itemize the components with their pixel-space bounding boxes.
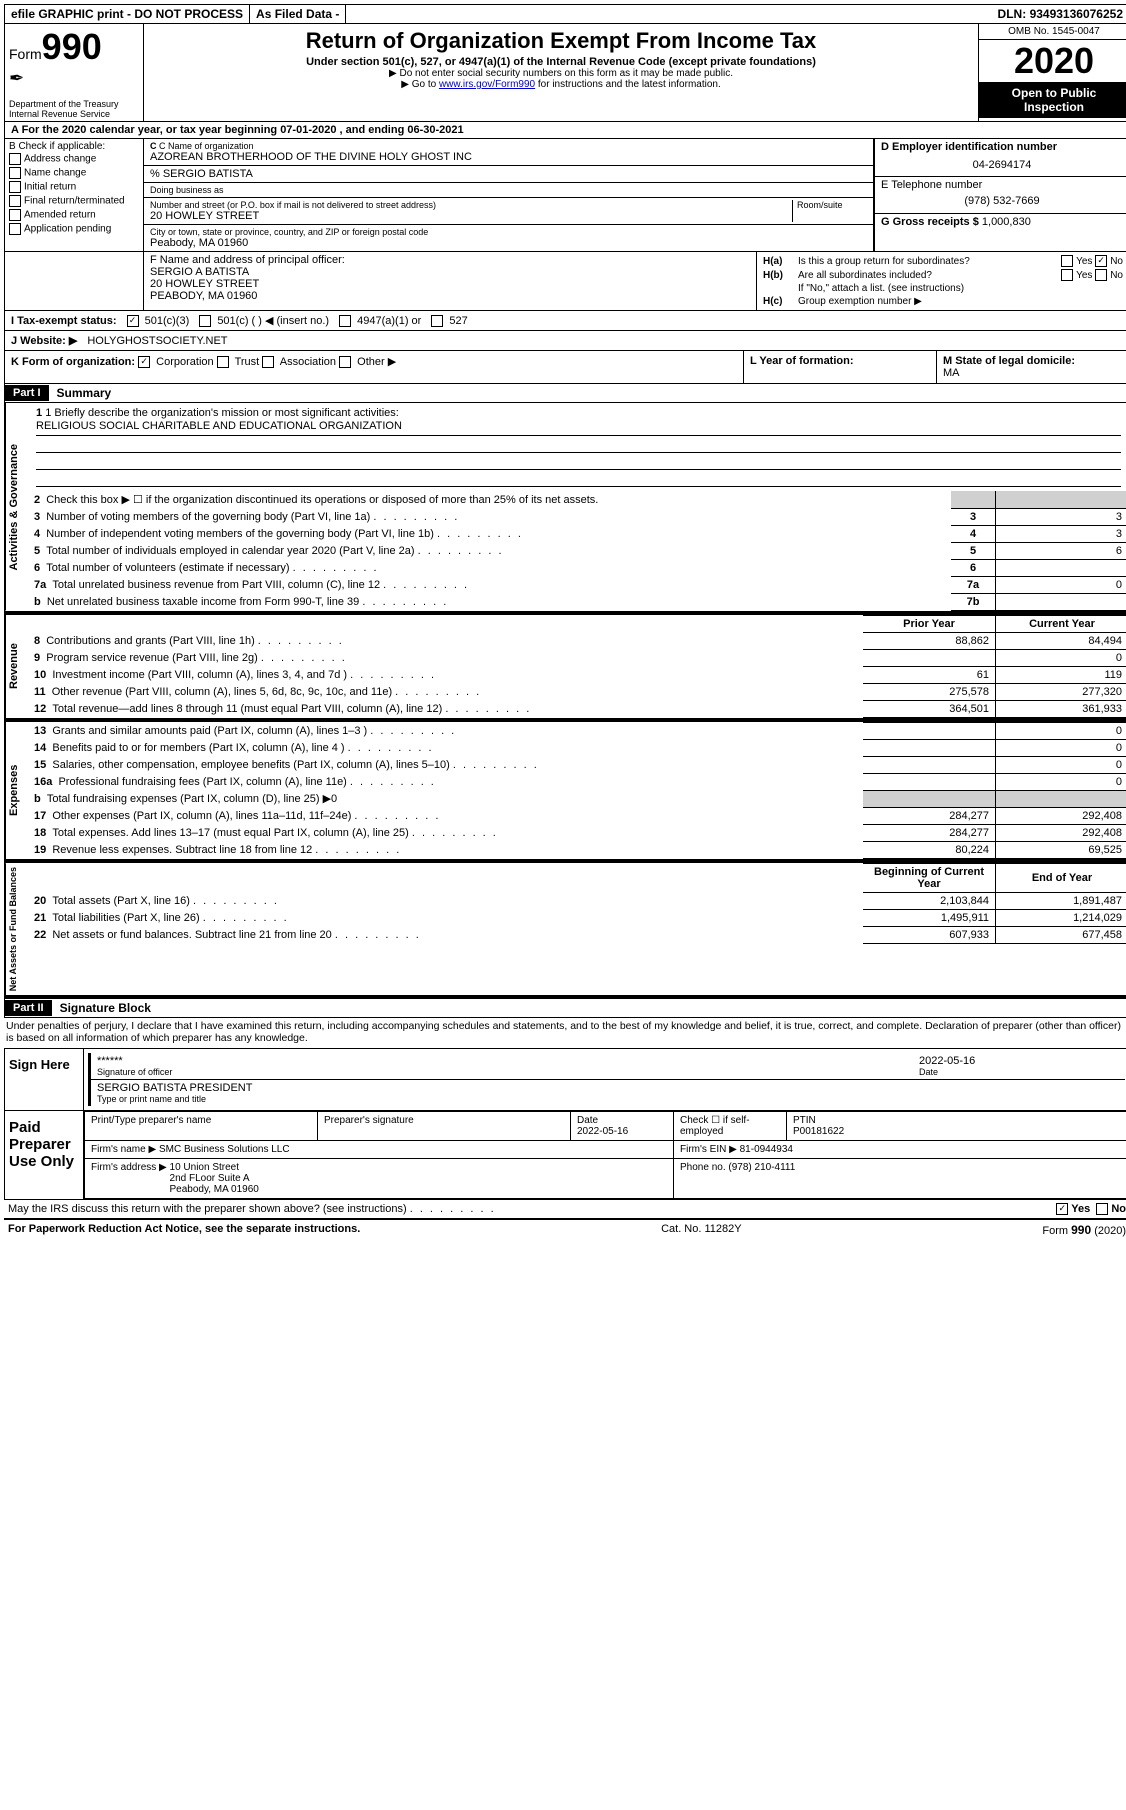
- efile-label: efile GRAPHIC print - DO NOT PROCESS: [5, 5, 250, 23]
- row-i: I Tax-exempt status: ✓ 501(c)(3) 501(c) …: [4, 311, 1126, 331]
- gov-line-4: 4 Number of independent voting members o…: [28, 525, 1126, 542]
- exp-line-15: 15 Salaries, other compensation, employe…: [28, 756, 1126, 773]
- netassets-table: Beginning of Current YearEnd of Year 20 …: [28, 863, 1126, 944]
- revenue-section: Revenue Prior YearCurrent Year 8 Contrib…: [4, 612, 1126, 719]
- exp-line-18: 18 Total expenses. Add lines 13–17 (must…: [28, 824, 1126, 841]
- city-state-zip: Peabody, MA 01960: [150, 237, 867, 249]
- form-header: Form990 ✒ Department of the Treasury Int…: [4, 24, 1126, 122]
- ein: 04-2694174: [881, 153, 1123, 171]
- expenses-section: Expenses 13 Grants and similar amounts p…: [4, 719, 1126, 860]
- firm-ein: 81-0944934: [740, 1144, 793, 1155]
- gov-line-7b: b Net unrelated business taxable income …: [28, 593, 1126, 610]
- checkbox-name-change[interactable]: Name change: [9, 166, 139, 180]
- firm-address: 10 Union Street 2nd FLoor Suite A Peabod…: [170, 1162, 259, 1195]
- phone: (978) 532-7669: [881, 191, 1123, 207]
- exp-line-b: b Total fundraising expenses (Part IX, c…: [28, 790, 1126, 807]
- officer-name: SERGIO A BATISTA: [150, 266, 750, 278]
- row-j: J Website: ▶ HOLYGHOSTSOCIETY.NET: [4, 331, 1126, 351]
- top-bar: efile GRAPHIC print - DO NOT PROCESS As …: [4, 4, 1126, 24]
- section-bcdeg: B Check if applicable: Address changeNam…: [4, 139, 1126, 252]
- rev-line-8: 8 Contributions and grants (Part VIII, l…: [28, 632, 1126, 649]
- form-number: Form990: [9, 26, 139, 68]
- note-ssn: ▶ Do not enter social security numbers o…: [150, 68, 972, 79]
- net-line-20: 20 Total assets (Part X, line 16) 2,103,…: [28, 892, 1126, 909]
- rev-line-11: 11 Other revenue (Part VIII, column (A),…: [28, 683, 1126, 700]
- exp-line-16a: 16a Professional fundraising fees (Part …: [28, 773, 1126, 790]
- ptin: P00181622: [793, 1126, 844, 1137]
- checkbox-final-return-terminated[interactable]: Final return/terminated: [9, 194, 139, 208]
- firm-phone: (978) 210-4111: [728, 1162, 795, 1173]
- mission-text: RELIGIOUS SOCIAL CHARITABLE AND EDUCATIO…: [36, 419, 1121, 436]
- gov-line-7a: 7a Total unrelated business revenue from…: [28, 576, 1126, 593]
- asfiled-label: As Filed Data -: [250, 5, 346, 23]
- inspection-badge: Open to Public Inspection: [979, 82, 1126, 118]
- org-name: AZOREAN BROTHERHOOD OF THE DIVINE HOLY G…: [150, 151, 867, 163]
- rev-line-9: 9 Program service revenue (Part VIII, li…: [28, 649, 1126, 666]
- paid-preparer-block: Paid Preparer Use Only Print/Type prepar…: [4, 1111, 1126, 1200]
- street-address: 20 HOWLEY STREET: [150, 210, 792, 222]
- box-b: B Check if applicable: Address changeNam…: [5, 139, 144, 251]
- governance-table: 2 Check this box ▶ ☐ if the organization…: [28, 491, 1126, 611]
- firm-name: SMC Business Solutions LLC: [159, 1144, 290, 1155]
- checkbox-initial-return[interactable]: Initial return: [9, 180, 139, 194]
- sign-here-block: Sign Here ****** Signature of officer 20…: [4, 1048, 1126, 1111]
- care-of: % SERGIO BATISTA: [144, 166, 873, 183]
- note-link: ▶ Go to www.irs.gov/Form990 for instruct…: [150, 79, 972, 90]
- dept-label: Department of the Treasury: [9, 99, 139, 109]
- checkbox-address-change[interactable]: Address change: [9, 152, 139, 166]
- revenue-table: Prior YearCurrent Year 8 Contributions a…: [28, 615, 1126, 718]
- footer: For Paperwork Reduction Act Notice, see …: [4, 1220, 1126, 1240]
- gross-receipts: 1,000,830: [982, 216, 1031, 228]
- gov-line-3: 3 Number of voting members of the govern…: [28, 508, 1126, 525]
- exp-line-19: 19 Revenue less expenses. Subtract line …: [28, 841, 1126, 858]
- net-line-21: 21 Total liabilities (Part X, line 26) 1…: [28, 909, 1126, 926]
- gov-line-5: 5 Total number of individuals employed i…: [28, 542, 1126, 559]
- irs-label: Internal Revenue Service: [9, 109, 139, 119]
- rev-line-12: 12 Total revenue—add lines 8 through 11 …: [28, 700, 1126, 717]
- perjury-declaration: Under penalties of perjury, I declare th…: [4, 1018, 1126, 1046]
- irs-link[interactable]: www.irs.gov/Form990: [439, 79, 535, 90]
- rev-line-10: 10 Investment income (Part VIII, column …: [28, 666, 1126, 683]
- checkbox-amended-return[interactable]: Amended return: [9, 208, 139, 222]
- part2-header: Part II Signature Block: [4, 996, 1126, 1018]
- netassets-section: Net Assets or Fund Balances Beginning of…: [4, 860, 1126, 996]
- website: HOLYGHOSTSOCIETY.NET: [87, 335, 227, 347]
- net-line-22: 22 Net assets or fund balances. Subtract…: [28, 926, 1126, 943]
- checkbox-application-pending[interactable]: Application pending: [9, 222, 139, 236]
- exp-line-13: 13 Grants and similar amounts paid (Part…: [28, 722, 1126, 739]
- form-subtitle: Under section 501(c), 527, or 4947(a)(1)…: [150, 56, 972, 68]
- signature-stars: ******: [97, 1055, 919, 1067]
- omb-number: OMB No. 1545-0047: [979, 24, 1126, 40]
- governance-section: Activities & Governance 1 1 Briefly desc…: [4, 403, 1126, 612]
- section-fh: F Name and address of principal officer:…: [4, 252, 1126, 311]
- section-klm: K Form of organization: ✓ Corporation Tr…: [4, 351, 1126, 384]
- row-a-tax-year: A For the 2020 calendar year, or tax yea…: [4, 122, 1126, 139]
- officer-typed-name: SERGIO BATISTA PRESIDENT: [97, 1082, 1119, 1094]
- gov-line-6: 6 Total number of volunteers (estimate i…: [28, 559, 1126, 576]
- exp-line-14: 14 Benefits paid to or for members (Part…: [28, 739, 1126, 756]
- expenses-table: 13 Grants and similar amounts paid (Part…: [28, 722, 1126, 859]
- exp-line-17: 17 Other expenses (Part IX, column (A), …: [28, 807, 1126, 824]
- part1-header: Part I Summary: [4, 384, 1126, 403]
- form-title: Return of Organization Exempt From Incom…: [150, 28, 972, 54]
- dln: DLN: 93493136076252: [992, 5, 1126, 23]
- discuss-row: May the IRS discuss this return with the…: [4, 1200, 1126, 1220]
- tax-year: 2020: [979, 40, 1126, 82]
